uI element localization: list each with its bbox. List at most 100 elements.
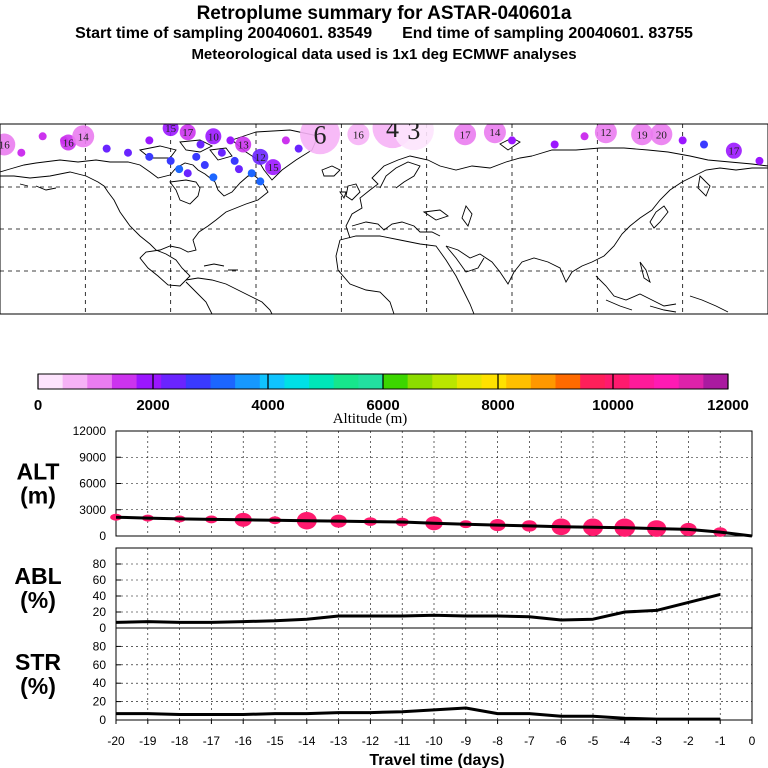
plume-dot — [252, 148, 269, 165]
plume-dot — [631, 124, 654, 146]
colorbar-swatch — [654, 374, 680, 389]
trajectory-dot — [60, 136, 68, 145]
y-tick-label: 40 — [93, 676, 107, 690]
trajectory-dot — [145, 136, 154, 145]
y-tick-label: 80 — [93, 639, 107, 653]
x-tick-label: -10 — [425, 734, 443, 748]
coast-novaya-zemlya — [499, 137, 521, 151]
coast-mediterranean — [351, 221, 441, 237]
colorbar-swatch — [259, 374, 285, 389]
plume-dot — [0, 133, 16, 156]
x-tick-label: -1 — [715, 734, 726, 748]
y-tick-label: 40 — [93, 589, 107, 603]
colorbar-swatch — [456, 374, 483, 389]
trajectory-dot — [192, 152, 201, 161]
colorbar-swatch — [629, 374, 655, 389]
y-tick-label: 80 — [93, 557, 107, 571]
colorbar-swatch — [111, 374, 138, 389]
coast-scandinavia — [379, 161, 421, 189]
altitude-colorbar: 0 2000 4000 6000 8000 10000 12000 Altitude (m) — [34, 373, 749, 427]
trajectory-dot — [196, 140, 205, 149]
panel-label-abl: ABL — [14, 563, 61, 589]
plume-point-label: 10 — [208, 131, 220, 143]
x-tick-label: -13 — [330, 734, 348, 748]
colorbar-tick-label: 6000 — [366, 397, 399, 414]
plume-point-label: 4 — [386, 114, 399, 143]
met-data-text: Meteorological data used is 1x1 deg ECMW… — [191, 46, 577, 63]
colorbar-swatch — [87, 374, 113, 389]
coast-black-caspian — [422, 205, 473, 227]
trajectory-dot — [230, 156, 239, 165]
map-border — [0, 123, 768, 315]
colorbar-swatch — [678, 374, 704, 389]
colorbar-swatch — [185, 374, 211, 389]
colorbar-tick-label: 2000 — [136, 397, 169, 414]
coast-caribbean — [203, 263, 238, 271]
colorbar-tick-label: 4000 — [251, 397, 284, 414]
coast-hudson-bay — [169, 179, 201, 205]
coast-europe — [345, 155, 533, 239]
plume-point-label: 20 — [656, 129, 668, 141]
chart-title: Retroplume summary for ASTAR-040601a — [196, 3, 572, 24]
panel-str: 80 60 40 20 0 STR(%) — [15, 627, 753, 727]
colorbar-title: Altitude (m) — [333, 411, 408, 427]
plume-dot — [300, 124, 340, 155]
x-tick-label: -8 — [492, 734, 503, 748]
sampling-times: Start time of sampling 20040601. 83549 En… — [0, 25, 768, 43]
plume-point-label: 17 — [460, 129, 472, 141]
trajectory-dot — [508, 136, 516, 145]
x-tick-label: 0 — [749, 734, 756, 748]
y-tick-label: 60 — [93, 573, 107, 587]
plume-point-label: 15 — [268, 162, 280, 174]
plume-dot — [650, 124, 673, 146]
trajectory-dot — [234, 165, 243, 174]
coast-indonesia — [605, 295, 729, 313]
time-series-panels: 120009000600030000ALT(m)806040200ABL(%)8… — [14, 424, 753, 727]
plume-point-label: 3 — [407, 116, 420, 145]
trajectory-dot — [755, 156, 764, 165]
plume-point-label: 13 — [238, 140, 250, 152]
plume-dot — [393, 124, 434, 151]
colorbar-swatch — [309, 374, 335, 389]
plume-dots — [0, 124, 764, 186]
plume-point-label: 17 — [728, 146, 740, 158]
colorbar-swatch — [530, 374, 556, 389]
y-tick-label: 0 — [99, 713, 106, 727]
trajectory-dot — [209, 173, 218, 182]
colorbar-tick-label: 10000 — [592, 397, 634, 414]
coast-arabia — [445, 245, 485, 273]
panel-label-alt: ALT — [16, 459, 59, 485]
trajectory-dot — [217, 148, 226, 157]
y-tick-label: 20 — [93, 605, 107, 619]
colorbar-swatch — [358, 374, 384, 389]
plume-dot — [347, 124, 370, 146]
panel-unit-alt: (m) — [20, 483, 56, 509]
colorbar-swatch — [62, 374, 88, 389]
trajectory-dot — [247, 169, 256, 178]
panel-abl: 80 60 40 20 0 ABL(%) — [14, 547, 753, 635]
panel-unit-str: (%) — [20, 673, 56, 699]
colorbar-swatch — [555, 374, 581, 389]
series-line-str — [116, 706, 721, 721]
plume-point-label: 16 — [353, 129, 365, 141]
y-tick-label: 3000 — [79, 503, 106, 517]
plume-point-label: 12 — [255, 152, 266, 164]
trajectory-dot — [294, 144, 303, 153]
trajectory-dot — [200, 161, 209, 170]
plume-dot — [205, 128, 222, 145]
plume-dot — [454, 124, 477, 146]
trajectory-dot — [550, 140, 559, 149]
colorbar-tick-label: 8000 — [481, 397, 514, 414]
trajectory-dot — [38, 132, 47, 141]
plume-point-label: 6 — [314, 120, 327, 149]
plume-point-label: 14 — [489, 127, 501, 139]
plume-point-label: 17 — [182, 127, 194, 139]
y-tick-label: 12000 — [73, 424, 107, 438]
trajectory-dot — [226, 136, 235, 145]
x-axis-label: Travel time (days) — [369, 752, 504, 768]
trajectory-dot — [124, 148, 132, 157]
x-tick-label: -4 — [619, 734, 630, 748]
colorbar-swatch — [235, 374, 261, 389]
